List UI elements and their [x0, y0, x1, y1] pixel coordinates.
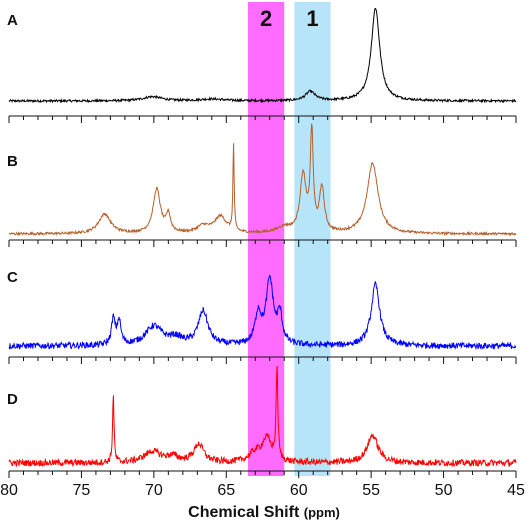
- x-tick-label: 70: [145, 482, 163, 499]
- band-1: [294, 2, 331, 476]
- panel-label-D: D: [7, 391, 18, 408]
- panel-label-B: B: [7, 153, 18, 170]
- band-2: [248, 2, 285, 476]
- panel-label-C: C: [7, 269, 18, 286]
- spectrum-panels: A B C D: [7, 7, 517, 478]
- x-tick-label: 50: [435, 482, 453, 499]
- panel-C: C: [7, 269, 517, 364]
- spectrum-C: [8, 274, 517, 351]
- band-label-2: 2: [260, 6, 272, 31]
- panel-D: D: [7, 365, 517, 478]
- x-tick-label: 65: [217, 482, 235, 499]
- x-axis: 80 75 70 65 60 55 50 45: [0, 482, 525, 499]
- spectrum-D: [8, 365, 517, 468]
- panel-A: A: [7, 7, 517, 123]
- x-tick-label: 80: [0, 482, 18, 499]
- spectrum-B: [8, 123, 517, 237]
- band-label-1: 1: [306, 6, 318, 31]
- panel-label-A: A: [7, 12, 18, 29]
- x-tick-label: 75: [73, 482, 91, 499]
- x-axis-title: Chemical Shift (ppm): [188, 504, 340, 521]
- panel-B: B: [7, 123, 517, 247]
- x-tick-label: 55: [362, 482, 380, 499]
- x-tick-label: 60: [290, 482, 308, 499]
- spectrum-A: [8, 7, 517, 104]
- x-tick-label: 45: [507, 482, 525, 499]
